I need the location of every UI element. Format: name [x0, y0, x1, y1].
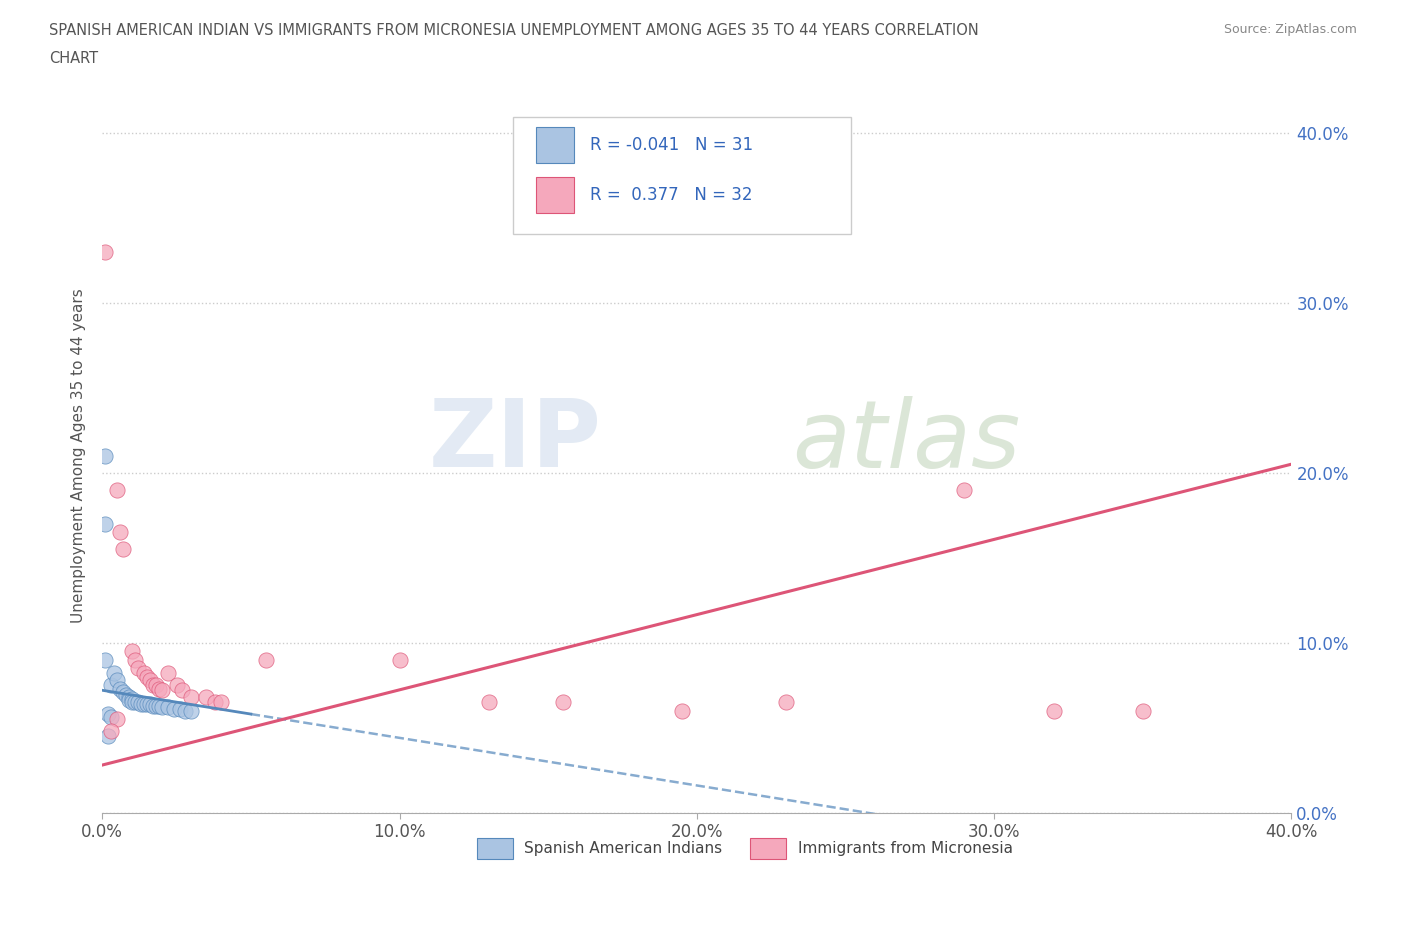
Point: [478, 695, 501, 710]
Point: [139, 697, 162, 711]
Point: [127, 660, 149, 675]
Point: [1042, 703, 1064, 718]
Point: [132, 697, 155, 711]
Point: [100, 710, 122, 724]
Point: [551, 695, 574, 710]
FancyBboxPatch shape: [513, 116, 852, 234]
Point: [94, 448, 117, 463]
Point: [142, 678, 165, 693]
Point: [671, 703, 693, 718]
Point: [94, 652, 117, 667]
Text: Spanish American Indians: Spanish American Indians: [524, 841, 723, 856]
Point: [209, 695, 232, 710]
Point: [148, 698, 170, 713]
Point: [94, 516, 117, 531]
Point: [174, 703, 197, 718]
Point: [97, 707, 120, 722]
Point: [169, 701, 191, 716]
Text: Immigrants from Micronesia: Immigrants from Micronesia: [799, 841, 1012, 856]
Text: R =  0.377   N = 32: R = 0.377 N = 32: [589, 186, 752, 204]
Point: [1132, 703, 1154, 718]
Point: [254, 652, 277, 667]
Point: [775, 695, 797, 710]
Text: R = -0.041   N = 31: R = -0.041 N = 31: [589, 136, 754, 154]
Point: [121, 644, 143, 658]
Text: atlas: atlas: [792, 396, 1021, 487]
Point: [953, 483, 976, 498]
Point: [388, 652, 411, 667]
Point: [166, 678, 188, 693]
Point: [105, 711, 128, 726]
Point: [148, 681, 170, 696]
Y-axis label: Unemployment Among Ages 35 to 44 years: Unemployment Among Ages 35 to 44 years: [72, 288, 86, 623]
Point: [150, 683, 173, 698]
Text: ZIP: ZIP: [429, 395, 602, 487]
Point: [129, 697, 152, 711]
Bar: [536, 178, 574, 213]
Point: [150, 699, 173, 714]
Point: [195, 690, 218, 705]
Point: [105, 483, 128, 498]
Point: [124, 652, 146, 667]
Text: SPANISH AMERICAN INDIAN VS IMMIGRANTS FROM MICRONESIA UNEMPLOYMENT AMONG AGES 35: SPANISH AMERICAN INDIAN VS IMMIGRANTS FR…: [49, 23, 979, 38]
Point: [180, 703, 202, 718]
Point: [118, 690, 141, 705]
Point: [118, 693, 141, 708]
Point: [115, 688, 138, 703]
Text: CHART: CHART: [49, 51, 98, 66]
Point: [111, 684, 134, 699]
Point: [156, 699, 179, 714]
Point: [105, 672, 128, 687]
Point: [135, 697, 157, 711]
Point: [100, 724, 122, 738]
Point: [108, 681, 131, 696]
Point: [124, 695, 146, 710]
Point: [127, 695, 149, 710]
Point: [139, 672, 162, 687]
Point: [108, 525, 131, 539]
Point: [145, 698, 167, 713]
Point: [132, 666, 155, 681]
Point: [180, 690, 202, 705]
Point: [103, 666, 125, 681]
Text: Source: ZipAtlas.com: Source: ZipAtlas.com: [1223, 23, 1357, 36]
Bar: [536, 127, 574, 163]
Point: [145, 678, 167, 693]
Point: [121, 691, 143, 706]
Point: [172, 683, 194, 698]
Point: [100, 678, 122, 693]
Bar: [477, 838, 513, 859]
Point: [94, 245, 117, 259]
Point: [162, 701, 184, 716]
Point: [204, 695, 226, 710]
Bar: [751, 838, 786, 859]
Point: [111, 542, 134, 557]
Point: [142, 698, 165, 713]
Point: [121, 695, 143, 710]
Point: [135, 670, 157, 684]
Point: [156, 666, 179, 681]
Point: [97, 729, 120, 744]
